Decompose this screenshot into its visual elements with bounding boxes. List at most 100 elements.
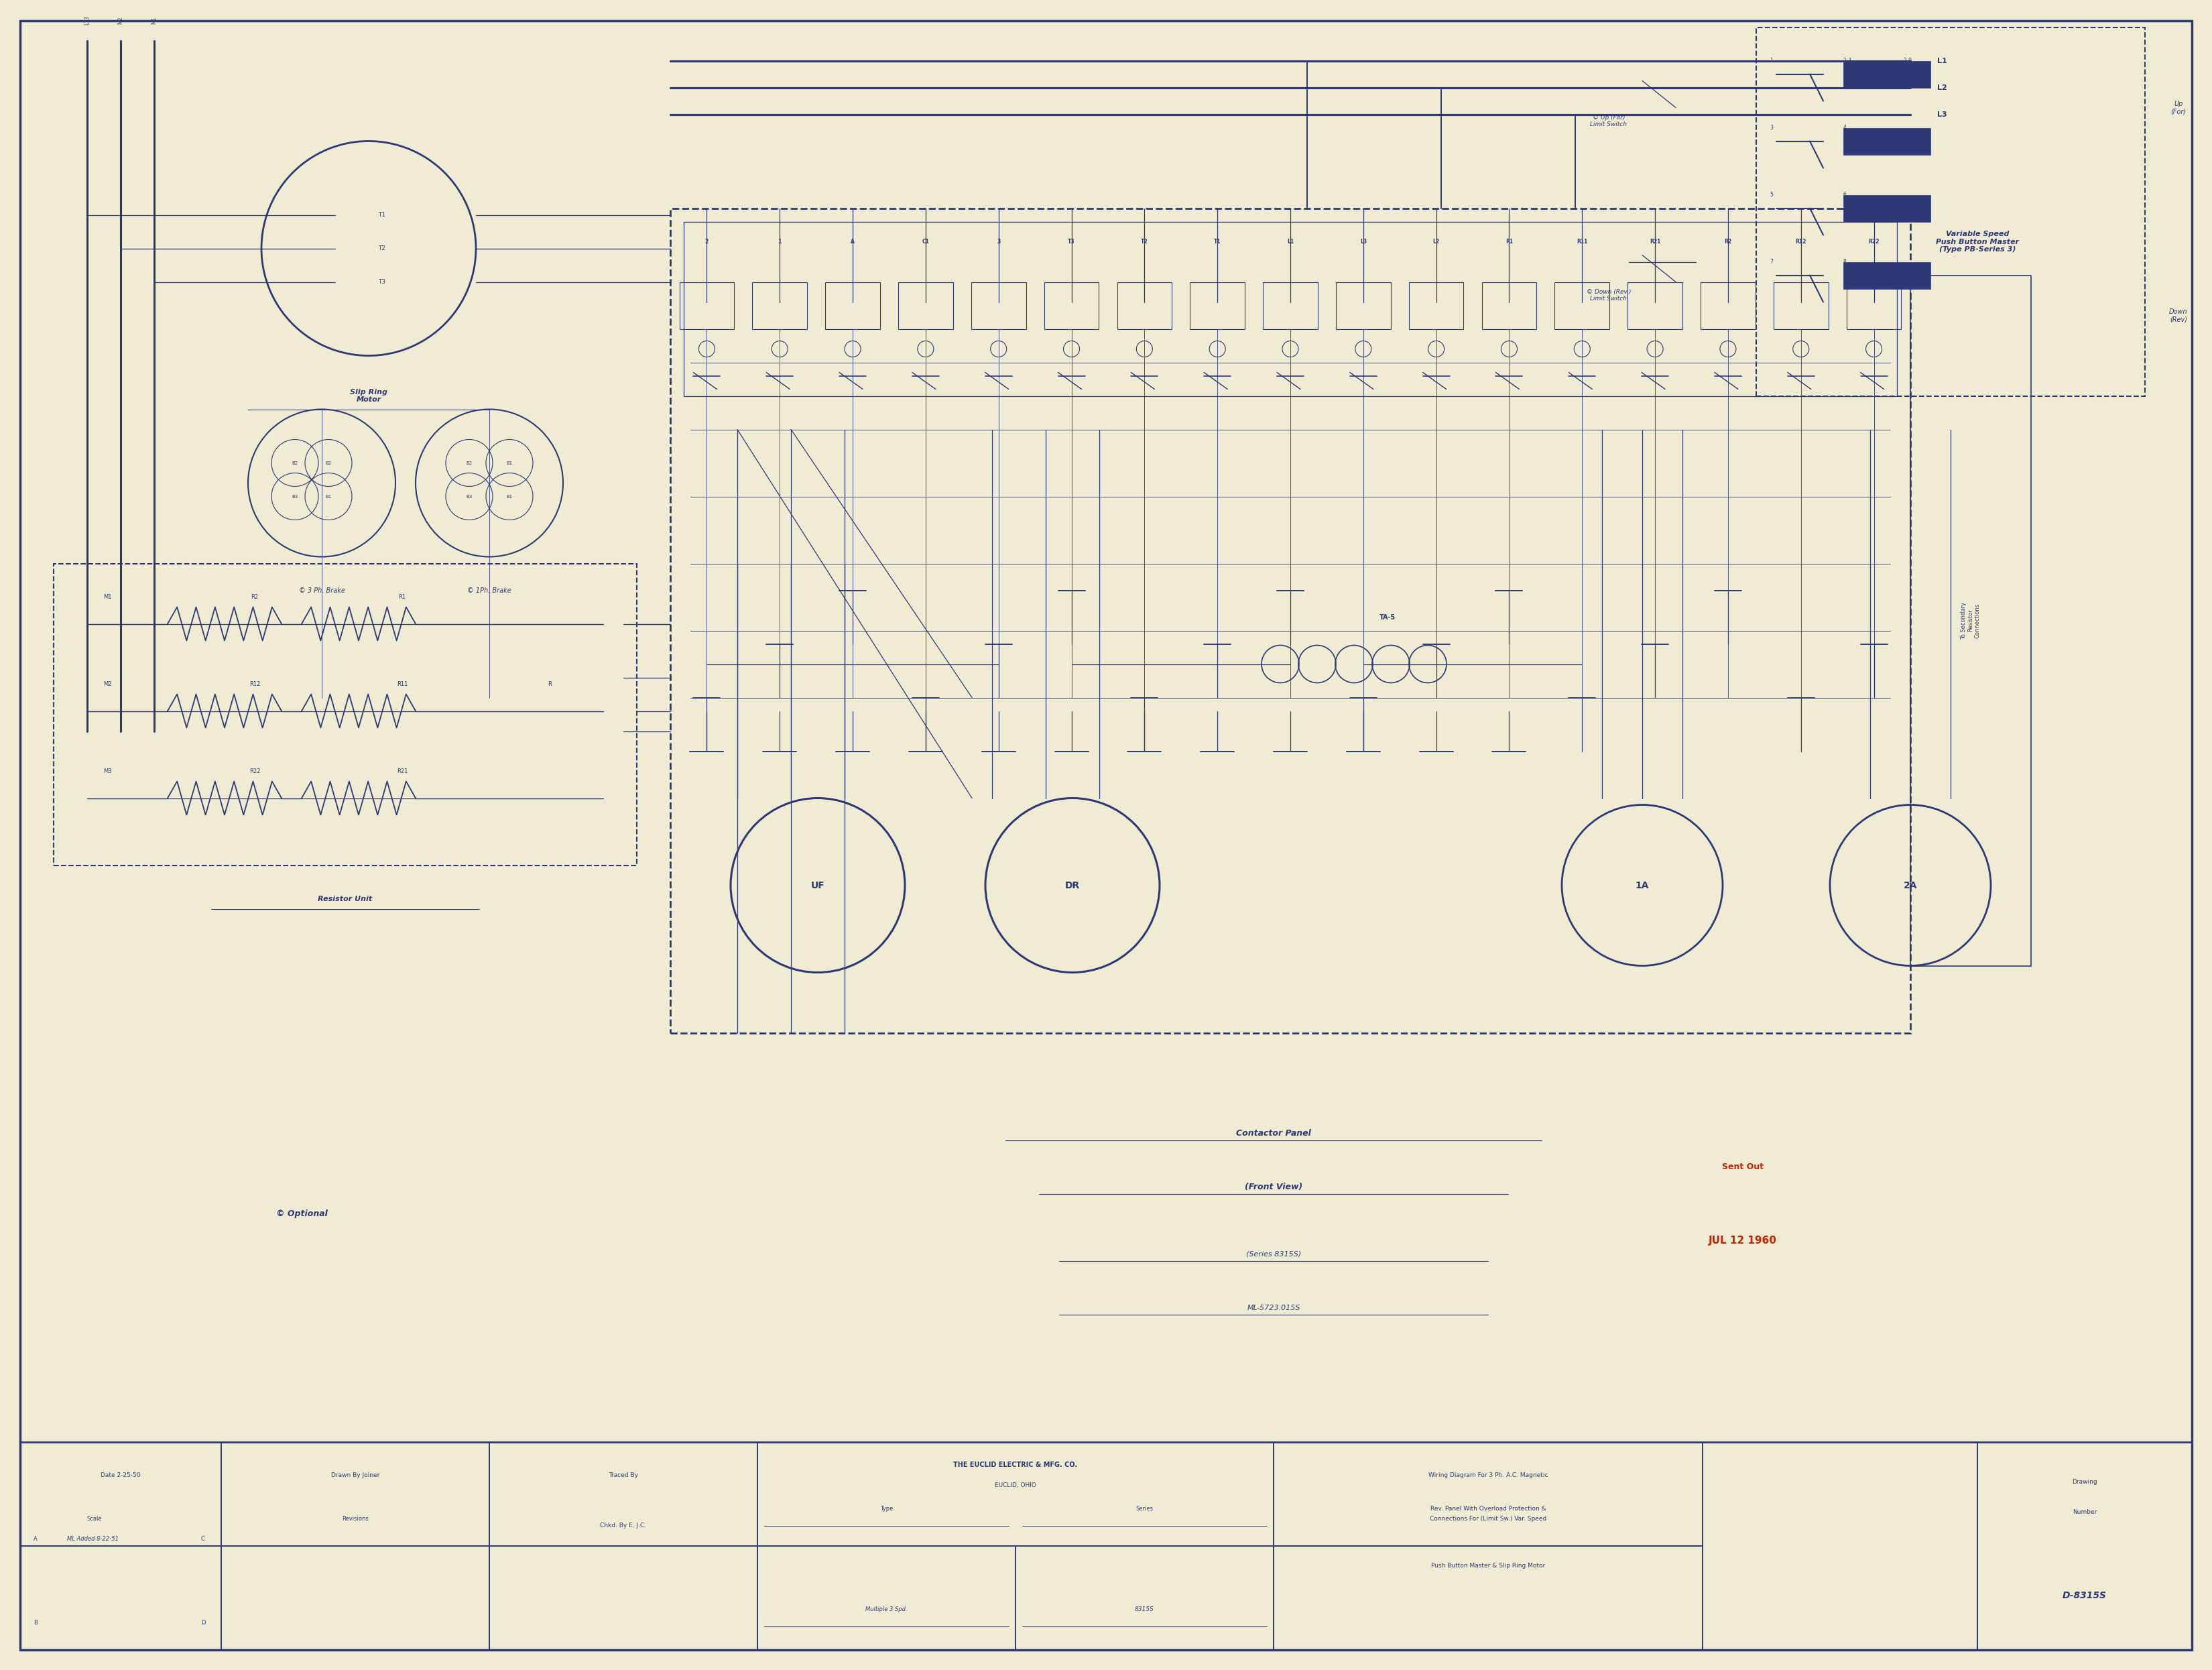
- Text: Number: Number: [2073, 1510, 2097, 1515]
- Bar: [679, 282, 734, 329]
- Text: L2: L2: [1938, 84, 1947, 90]
- Text: R21: R21: [396, 768, 407, 775]
- Bar: [1774, 282, 1829, 329]
- Text: B2: B2: [467, 461, 473, 464]
- Text: A: A: [33, 1536, 38, 1541]
- Bar: [1701, 282, 1756, 329]
- Text: R11: R11: [1577, 239, 1588, 245]
- Text: B: B: [33, 1620, 38, 1627]
- Text: Slip Ring
Motor: Slip Ring Motor: [349, 389, 387, 402]
- Text: R11: R11: [396, 681, 407, 686]
- Text: T3: T3: [378, 279, 385, 286]
- Text: 2A: 2A: [1905, 880, 1918, 890]
- Text: © Up (For)
Limit Switch: © Up (For) Limit Switch: [1590, 115, 1628, 127]
- Text: UF: UF: [812, 880, 825, 890]
- Bar: [1843, 60, 1931, 87]
- Text: C1: C1: [922, 239, 929, 245]
- Text: 8: 8: [1843, 259, 1847, 266]
- Bar: [898, 282, 953, 329]
- Bar: [1190, 282, 1245, 329]
- Text: B2: B2: [325, 461, 332, 464]
- Text: JUL 12 1960: JUL 12 1960: [1708, 1236, 1776, 1246]
- Text: 8315S: 8315S: [1135, 1607, 1155, 1612]
- Text: Rev. Panel With Overload Protection &: Rev. Panel With Overload Protection &: [1431, 1506, 1546, 1511]
- Bar: [1843, 195, 1931, 222]
- Bar: [1628, 282, 1683, 329]
- Text: R12: R12: [250, 681, 261, 686]
- Text: T1: T1: [1214, 239, 1221, 245]
- Bar: [1336, 282, 1391, 329]
- Bar: [825, 282, 880, 329]
- Text: 3: 3: [998, 239, 1000, 245]
- Text: Revisions: Revisions: [343, 1516, 369, 1521]
- Text: Chkd. By E. J.C.: Chkd. By E. J.C.: [599, 1523, 646, 1528]
- Text: Wiring Diagram For 3 Ph. A.C. Magnetic: Wiring Diagram For 3 Ph. A.C. Magnetic: [1429, 1473, 1548, 1478]
- Text: Scale: Scale: [86, 1516, 102, 1521]
- Bar: [53, 563, 637, 865]
- Text: A: A: [852, 239, 854, 245]
- Text: B3: B3: [467, 494, 473, 498]
- Text: Up
(For): Up (For): [2170, 100, 2185, 115]
- Text: TA-5: TA-5: [1380, 615, 1396, 621]
- Text: (Front View): (Front View): [1245, 1182, 1303, 1191]
- Text: Type: Type: [880, 1506, 894, 1511]
- Text: T2: T2: [1141, 239, 1148, 245]
- Text: 2 9: 2 9: [1905, 58, 1911, 63]
- Text: M2: M2: [104, 681, 111, 686]
- Text: M3: M3: [104, 768, 111, 775]
- Text: To Secondary
Resistor
Connections: To Secondary Resistor Connections: [1960, 601, 1980, 640]
- Text: © Optional: © Optional: [276, 1209, 327, 1217]
- Text: L2: L2: [1433, 239, 1440, 245]
- Bar: [1911, 276, 2031, 965]
- Text: Variable Speed
Push Button Master
(Type PB-Series 3): Variable Speed Push Button Master (Type …: [1936, 230, 2020, 252]
- Bar: [1843, 127, 1931, 155]
- Text: 1: 1: [779, 239, 781, 245]
- Text: B1: B1: [325, 494, 332, 498]
- Bar: [752, 282, 807, 329]
- Text: © Down (Rev.)
Limit Switch: © Down (Rev.) Limit Switch: [1586, 289, 1630, 302]
- Text: D-8315S: D-8315S: [2062, 1592, 2106, 1600]
- Bar: [1482, 282, 1537, 329]
- Text: R2: R2: [1725, 239, 1732, 245]
- Text: L1: L1: [1938, 57, 1947, 63]
- Bar: [1263, 282, 1318, 329]
- Bar: [1117, 282, 1172, 329]
- Text: 1: 1: [1770, 58, 1772, 63]
- Bar: [684, 222, 1898, 396]
- Text: B1: B1: [507, 461, 513, 464]
- Bar: [971, 282, 1026, 329]
- Text: L1: L1: [1287, 239, 1294, 245]
- Text: R22: R22: [1869, 239, 1880, 245]
- Text: B1: B1: [507, 494, 513, 498]
- Text: R21: R21: [1650, 239, 1661, 245]
- Text: B3: B3: [292, 494, 299, 498]
- Text: Resistor Unit: Resistor Unit: [319, 895, 372, 902]
- Text: 2: 2: [706, 239, 708, 245]
- Text: Multiple 3 Spd.: Multiple 3 Spd.: [865, 1607, 907, 1612]
- Text: Down
(Rev): Down (Rev): [2170, 309, 2188, 322]
- Text: M1: M1: [150, 17, 157, 25]
- Text: M1: M1: [104, 595, 111, 600]
- Text: M2: M2: [117, 17, 124, 25]
- Text: EUCLID, OHIO: EUCLID, OHIO: [995, 1483, 1035, 1488]
- Text: T1: T1: [378, 212, 385, 217]
- Text: R22: R22: [250, 768, 261, 775]
- Bar: [20, 1441, 2192, 1650]
- Text: L3: L3: [1938, 110, 1947, 117]
- Text: 7: 7: [1770, 259, 1772, 266]
- Text: ML-5723.015S: ML-5723.015S: [1248, 1304, 1301, 1311]
- Text: 3: 3: [1770, 125, 1772, 130]
- Text: B2: B2: [292, 461, 299, 464]
- Text: R12: R12: [1796, 239, 1807, 245]
- Text: 6: 6: [1843, 192, 1847, 197]
- Text: T2: T2: [378, 245, 385, 252]
- Text: R1: R1: [1506, 239, 1513, 245]
- Text: R2: R2: [250, 595, 259, 600]
- Text: T3: T3: [1068, 239, 1075, 245]
- Text: 1A: 1A: [1635, 880, 1650, 890]
- Text: 5: 5: [1770, 192, 1772, 197]
- Text: (Series 8315S): (Series 8315S): [1245, 1251, 1301, 1258]
- Bar: [1409, 282, 1464, 329]
- Text: L3: L3: [1360, 239, 1367, 245]
- Bar: [1555, 282, 1610, 329]
